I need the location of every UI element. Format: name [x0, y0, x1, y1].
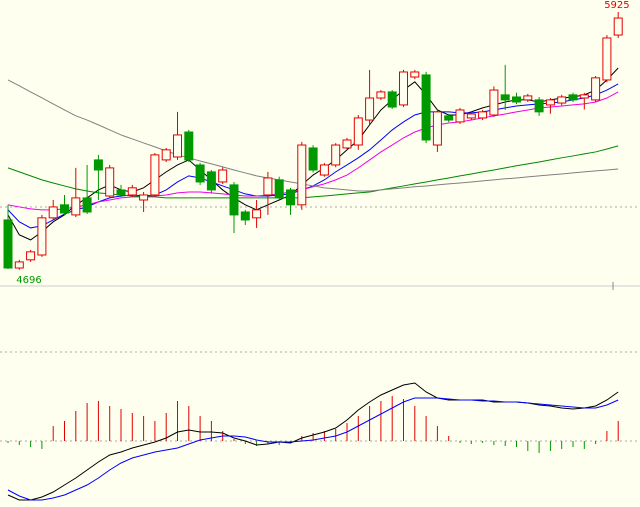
candle-body	[218, 169, 228, 183]
candle-body	[286, 189, 295, 206]
candle-body	[127, 187, 137, 196]
candle-body	[331, 144, 341, 166]
candle-body	[410, 71, 420, 78]
candle-body	[26, 251, 36, 261]
candle-body	[297, 144, 307, 206]
candle-body	[173, 134, 182, 158]
candle-body	[399, 71, 408, 106]
candle-body	[376, 91, 386, 99]
candle-body	[545, 99, 555, 106]
candle-body	[263, 177, 273, 196]
candle-body	[353, 117, 363, 146]
candle-body	[534, 99, 544, 113]
candle-body	[150, 154, 160, 196]
price-annotation: 4696	[16, 275, 41, 286]
candle-body	[48, 206, 58, 219]
candle-body	[319, 164, 329, 176]
candle-body	[342, 139, 352, 149]
candle-body	[489, 89, 499, 116]
line-series	[7, 397, 619, 501]
line-series	[7, 91, 619, 211]
candle-body	[229, 184, 239, 216]
candle-body	[613, 17, 623, 36]
candle-body	[455, 109, 465, 123]
candle-body	[444, 115, 454, 121]
candle-body	[240, 211, 250, 221]
candle-body	[557, 96, 567, 104]
candle-body	[568, 94, 578, 101]
candle-body	[37, 217, 47, 256]
candle-body	[512, 96, 521, 103]
candle-body	[184, 131, 194, 161]
candle-body	[252, 209, 262, 219]
candle-body	[421, 74, 431, 141]
candle-body	[365, 97, 375, 121]
candle-body	[206, 171, 216, 191]
candle-body	[602, 37, 612, 81]
candle-body	[3, 219, 13, 269]
candle-body	[308, 147, 318, 171]
candle-body	[466, 113, 476, 119]
candle-body	[500, 94, 510, 101]
candle-body	[71, 197, 81, 216]
candle-body	[60, 204, 69, 214]
candle-body	[478, 111, 488, 119]
price-annotation: 5925	[604, 0, 629, 11]
candle-body	[591, 77, 601, 101]
candle-body	[14, 261, 24, 269]
candle-body	[579, 94, 589, 99]
line-series	[7, 79, 619, 192]
candle-body	[93, 159, 103, 171]
candle-body	[387, 91, 397, 108]
candle-body	[116, 189, 126, 196]
candle-body	[139, 194, 149, 201]
candle-body	[82, 197, 92, 213]
candle-body	[523, 95, 533, 101]
candle-body	[105, 167, 115, 197]
candle-body	[195, 164, 205, 183]
candle-body	[432, 111, 442, 146]
candle-body	[274, 179, 284, 199]
candle-body	[161, 149, 171, 161]
